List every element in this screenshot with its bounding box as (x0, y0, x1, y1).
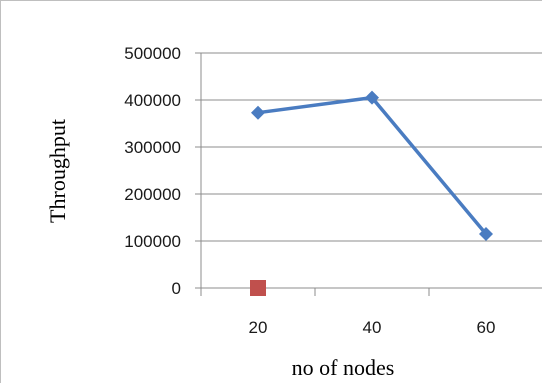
x-tick-label: 60 (477, 318, 496, 337)
axis-layer (195, 52, 542, 296)
diamond-data-point (365, 90, 379, 105)
label-layer: 0 100000 200000 300000 400000 500000 20 40 60 (124, 44, 495, 337)
diamond-data-point (479, 226, 493, 241)
grid-layer (201, 52, 542, 242)
y-tick-label: 500000 (124, 44, 181, 63)
y-axis-title: Throughput (45, 119, 70, 223)
series-line (257, 95, 488, 236)
y-tick-label: 400000 (124, 91, 181, 110)
x-axis-title: no of nodes (292, 355, 395, 380)
series-layer (250, 90, 493, 296)
square-data-point (250, 280, 266, 296)
y-tick-label: 200000 (124, 185, 181, 204)
y-tick-label: 0 (172, 279, 181, 298)
y-tick-label: 300000 (124, 138, 181, 157)
y-tick-label: 100000 (124, 232, 181, 251)
diamond-data-point (251, 105, 265, 120)
x-tick-label: 20 (249, 318, 268, 337)
x-tick-label: 40 (363, 318, 382, 337)
